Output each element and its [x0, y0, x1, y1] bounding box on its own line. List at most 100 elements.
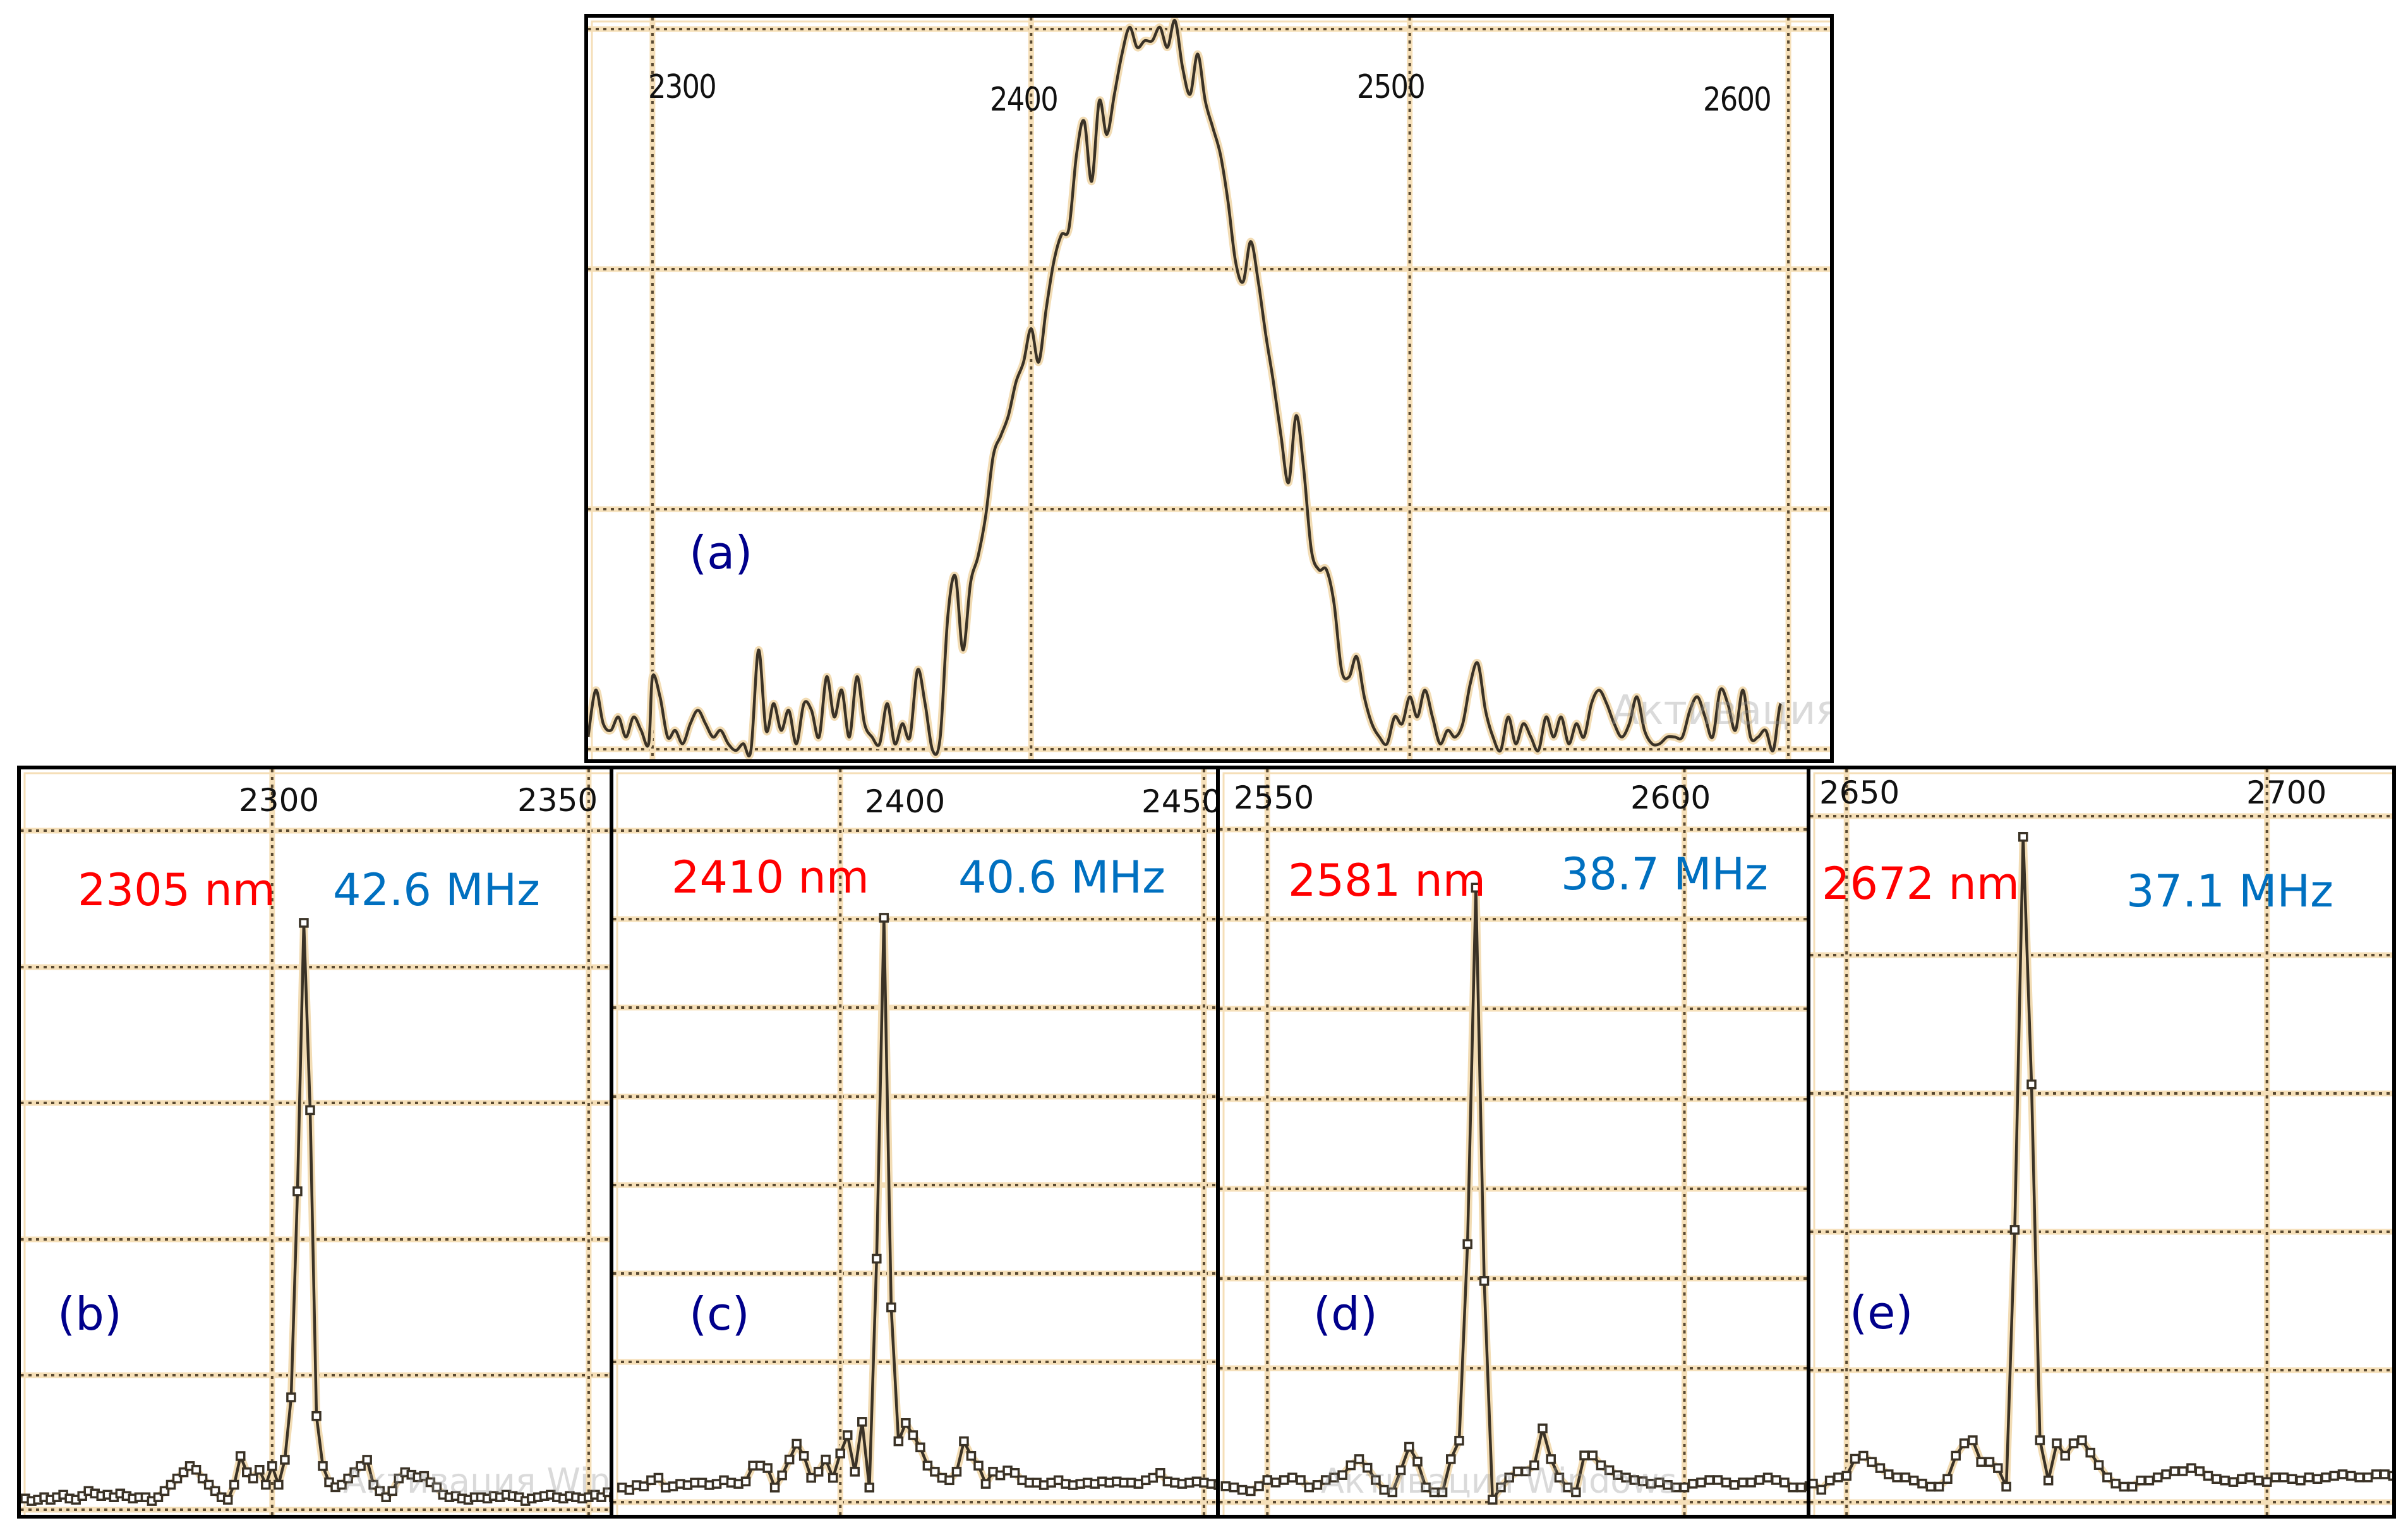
data-point-marker: [2203, 1471, 2213, 1481]
data-point-marker: [857, 1417, 867, 1427]
data-point-marker: [951, 1467, 962, 1477]
data-point-marker: [1571, 1487, 1581, 1498]
data-point-marker: [1246, 1486, 1256, 1496]
data-point-marker: [1976, 1457, 1986, 1467]
data-point-marker: [1379, 1484, 1389, 1495]
data-point-marker: [1671, 1482, 1682, 1493]
data-point-marker: [2253, 1475, 2264, 1486]
data-point-marker: [2009, 1225, 2020, 1235]
x-tick-2600: 2600: [1703, 81, 1772, 119]
data-point-marker: [1746, 1478, 1756, 1488]
data-point-marker: [1637, 1476, 1648, 1486]
data-point-marker: [1371, 1475, 1381, 1485]
data-point-marker: [2312, 1474, 2323, 1484]
data-point-marker: [1254, 1481, 1264, 1491]
data-point-marker: [603, 1487, 610, 1498]
panel-e-plot: [1810, 769, 2392, 1515]
data-point-marker: [1942, 1474, 1953, 1484]
data-point-marker: [2085, 1447, 2095, 1458]
data-point-marker: [1679, 1482, 1690, 1493]
data-point-marker: [1213, 1480, 1216, 1490]
data-point-marker: [872, 1253, 882, 1264]
data-point-marker: [229, 1479, 239, 1490]
data-point-marker: [2001, 1481, 2011, 1492]
panel-a-broadband-spectrum: 2300 2400 2500 2600 (a) Активация Windo: [584, 14, 1834, 763]
data-point-marker: [1663, 1480, 1673, 1490]
data-point-marker: [261, 1479, 271, 1490]
data-point-marker: [828, 1472, 838, 1483]
data-point-marker: [1579, 1450, 1589, 1460]
wavelength-label: 2672 nm: [1822, 858, 2020, 910]
data-point-marker: [1329, 1472, 1339, 1483]
data-point-marker: [966, 1451, 977, 1461]
data-point-marker: [1984, 1457, 1995, 1467]
data-point-marker: [1875, 1463, 1886, 1473]
data-point-marker: [299, 918, 309, 928]
data-point-marker: [2052, 1438, 2062, 1448]
data-point-marker: [1337, 1470, 1347, 1480]
data-point-marker: [1220, 1481, 1231, 1491]
data-point-marker: [267, 1461, 277, 1471]
data-point-marker: [2354, 1472, 2364, 1483]
data-point-marker: [1884, 1469, 1894, 1479]
data-point-marker: [2136, 1475, 2146, 1486]
data-point-marker: [922, 1460, 933, 1471]
spectrum-trace: [1220, 882, 1816, 1505]
data-point-marker: [813, 1467, 824, 1477]
data-point-marker: [1304, 1482, 1315, 1493]
data-point-marker: [1270, 1478, 1281, 1488]
data-point-marker: [886, 1302, 896, 1313]
data-point-marker: [1900, 1472, 1911, 1483]
x-tick-2400: 2400: [865, 783, 946, 820]
data-point-marker: [2060, 1450, 2071, 1461]
data-point-marker: [2186, 1463, 2196, 1473]
data-point-marker: [431, 1482, 442, 1493]
spectrum-trace: [617, 913, 1216, 1495]
data-point-marker: [286, 1392, 296, 1402]
x-tick-2350: 2350: [517, 782, 598, 819]
data-point-marker: [1462, 1239, 1472, 1249]
data-point-marker: [2068, 1438, 2079, 1448]
data-point-marker: [2169, 1466, 2180, 1476]
frequency-label: 42.6 MHz: [333, 864, 540, 916]
data-point-marker: [1762, 1472, 1773, 1483]
data-point-marker: [2287, 1474, 2297, 1484]
data-point-marker: [1596, 1460, 1606, 1471]
data-point-marker: [864, 1483, 875, 1493]
data-point-marker: [1858, 1450, 1869, 1461]
data-point-marker: [1437, 1487, 1448, 1498]
data-point-marker: [1771, 1475, 1781, 1485]
data-point-marker: [1613, 1470, 1623, 1480]
data-point-marker: [915, 1442, 925, 1453]
data-point-marker: [1395, 1465, 1406, 1476]
x-tick-2700: 2700: [2246, 774, 2327, 811]
data-point-marker: [2177, 1466, 2188, 1476]
data-point-marker: [835, 1448, 845, 1459]
data-point-marker: [1454, 1435, 1464, 1446]
data-point-marker: [2144, 1475, 2155, 1486]
data-point-marker: [798, 1451, 809, 1461]
data-point-marker: [1354, 1454, 1364, 1464]
data-point-marker: [2161, 1469, 2171, 1479]
data-point-marker: [1229, 1482, 1239, 1493]
data-point-marker: [1546, 1454, 1556, 1464]
data-point-marker: [2261, 1477, 2272, 1487]
data-point-marker: [1850, 1454, 1860, 1464]
data-point-marker: [1908, 1475, 1919, 1486]
data-point-marker: [842, 1430, 853, 1440]
data-point-marker: [362, 1455, 372, 1465]
panel-d-2581nm: 2550 2600 2581 nm 38.7 MHz (d) Активация…: [1216, 766, 1820, 1519]
data-point-marker: [1320, 1475, 1331, 1485]
data-point-marker: [1279, 1475, 1289, 1485]
data-point-marker: [879, 913, 889, 923]
data-point-marker: [1529, 1460, 1539, 1471]
data-point-marker: [1504, 1472, 1514, 1483]
data-point-marker: [1512, 1466, 1523, 1477]
data-point-marker: [1816, 1484, 1827, 1495]
data-point-marker: [973, 1460, 984, 1471]
data-point-marker: [2270, 1472, 2280, 1483]
frequency-label: 38.7 MHz: [1561, 848, 1768, 900]
x-tick-2550: 2550: [1234, 780, 1315, 816]
data-point-marker: [792, 1438, 802, 1449]
data-point-marker: [280, 1455, 290, 1465]
